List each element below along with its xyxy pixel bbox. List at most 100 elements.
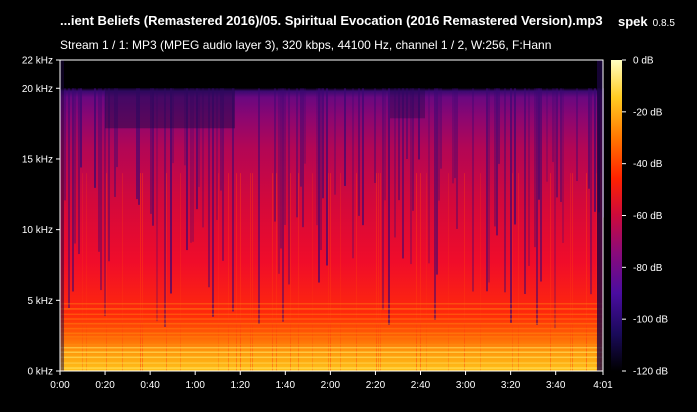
spectrogram-streak — [412, 88, 414, 211]
scale-tick-label: -120 dB — [633, 367, 668, 378]
spectrogram-streak — [86, 173, 87, 371]
spectrogram-streak — [528, 88, 530, 266]
spectrogram-streak — [358, 88, 360, 216]
spectrogram-streak — [402, 88, 404, 259]
spectrogram-streak — [406, 88, 408, 159]
spectrogram-streak — [352, 88, 354, 259]
spectrogram-streak — [284, 88, 286, 225]
scale-tick-label: -60 dB — [633, 211, 663, 222]
spectrogram-streak — [560, 88, 562, 202]
spectrogram-streak — [550, 173, 551, 371]
spectrogram-streak — [434, 88, 436, 320]
y-tick-label: 22 kHz — [22, 56, 53, 67]
spectrogram-streak — [64, 88, 66, 201]
spectrogram-streak — [288, 88, 290, 285]
color-scale: 0 dB -20 dB -40 dB -60 dB -80 dB -100 dB -120 … — [611, 56, 668, 378]
spectrogram-streak — [382, 88, 384, 310]
spectrogram-streak — [480, 173, 481, 371]
scale-tick-label: 0 dB — [633, 56, 654, 67]
app-badge: spek 0.8.5 — [618, 13, 675, 31]
x-tick-label: 2:20 — [366, 380, 386, 391]
spectrogram-streak — [524, 88, 526, 294]
spectrogram-streak — [250, 173, 251, 371]
spectrogram-streak — [122, 173, 123, 371]
spectrogram-streak — [586, 173, 587, 371]
spectrogram-tail — [597, 60, 603, 371]
spectrogram-streak — [420, 173, 421, 371]
spectrogram-streak — [220, 88, 222, 191]
spectrogram-streak — [328, 173, 329, 371]
x-tick-label: 2:00 — [321, 380, 341, 391]
spectrogram-streak — [380, 173, 381, 371]
spectrogram-streak — [98, 88, 100, 252]
spectrogram-streak — [394, 88, 396, 238]
spectrogram-streak — [416, 173, 417, 371]
spectrogram-streak — [534, 88, 536, 248]
spectrogram-streak — [302, 88, 304, 228]
x-tick-label: 1:00 — [185, 380, 205, 391]
spectrogram-streak — [330, 173, 331, 371]
spectrogram-band — [60, 322, 603, 325]
spectrogram-streak — [274, 88, 276, 222]
spectrogram-streak — [418, 88, 420, 160]
spectrogram-streak — [80, 88, 82, 168]
spectrogram-streak — [202, 88, 204, 228]
spectrogram-streak — [540, 88, 542, 282]
spectrogram-streak — [378, 173, 379, 371]
x-tick-label: 1:20 — [231, 380, 251, 391]
spectrogram-streak — [376, 173, 377, 371]
spectrogram-streak — [208, 88, 210, 288]
spectrogram-streak — [170, 88, 172, 294]
spectrogram-streak — [472, 88, 474, 292]
plot-frame — [59, 59, 604, 372]
spectrogram-streak — [190, 88, 192, 243]
x-tick-label: 3:40 — [546, 380, 566, 391]
color-scale-ticks: 0 dB -20 dB -40 dB -60 dB -80 dB -100 dB -120 … — [622, 56, 668, 378]
scale-tick-label: -100 dB — [633, 315, 668, 326]
spectrogram-streak — [452, 88, 454, 184]
spectrogram-streak — [410, 88, 412, 265]
spectrogram-streak — [82, 173, 83, 371]
spectrogram-streak — [150, 88, 152, 214]
spectrogram-texture — [60, 60, 604, 371]
spectrogram-streak — [240, 173, 241, 371]
spectrogram-streak — [290, 173, 291, 371]
x-tick-label: 0:40 — [140, 380, 160, 391]
x-tick-label: 3:00 — [456, 380, 476, 391]
spectrogram-band — [60, 332, 603, 335]
spectrogram-band — [60, 346, 603, 349]
spectrogram-streak — [198, 88, 200, 187]
spectrogram-streak — [280, 88, 282, 249]
spectrogram-streak — [536, 88, 538, 325]
spectrogram-streak — [164, 88, 166, 327]
scale-tick-label: -80 dB — [633, 263, 663, 274]
spectrogram-streak — [552, 88, 554, 163]
spectrogram-streak — [326, 88, 328, 266]
spectrogram-streak — [562, 88, 564, 243]
spectrogram-streak — [334, 88, 336, 195]
x-axis: 0:00 0:20 0:40 1:00 1:20 1:40 2:00 2:20 2:40 3:00… — [50, 371, 613, 391]
spectrogram-streak — [554, 88, 556, 329]
spectrogram-streak — [228, 173, 229, 371]
spectrogram-band — [60, 327, 603, 330]
spectrogram-streak — [282, 88, 284, 322]
spectrogram-streak — [374, 88, 376, 183]
spectrogram-streak — [340, 173, 341, 371]
spectrogram-streak — [156, 88, 158, 322]
spectrogram-streak — [596, 173, 597, 371]
spectrogram-streak — [496, 88, 498, 236]
spectrogram-streak — [572, 173, 573, 371]
spectrogram-streak — [488, 88, 490, 283]
spectrogram-band — [60, 302, 603, 305]
spectrogram-streak — [232, 88, 234, 312]
spectrogram-streak — [258, 88, 260, 324]
spectrogram-streak — [78, 88, 80, 255]
spectrogram-streak — [590, 88, 592, 295]
x-tick-label: 4:01 — [593, 380, 613, 391]
spectrogram-streak — [252, 173, 253, 371]
spectrogram-dark-region — [390, 88, 425, 119]
spectrogram-streak — [546, 88, 548, 182]
spectrogram-streak — [104, 88, 106, 317]
spectrogram-streak — [298, 173, 299, 371]
